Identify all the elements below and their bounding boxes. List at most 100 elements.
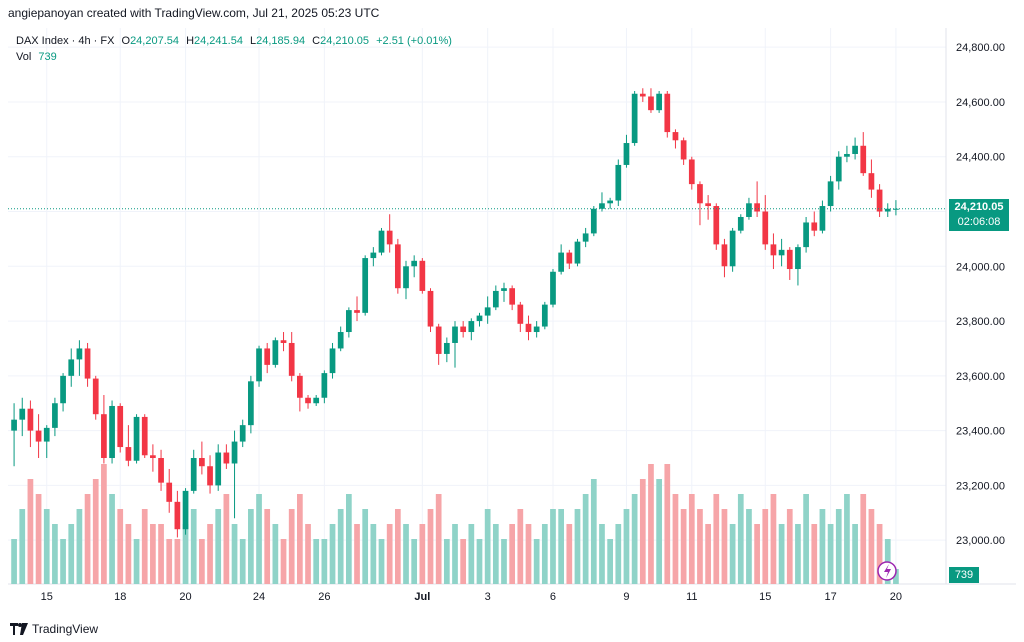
volume-bar xyxy=(150,524,156,584)
volume-bar xyxy=(411,539,418,584)
volume-bar xyxy=(607,539,613,584)
price-axis-label: 24,800.00 xyxy=(956,42,1005,54)
candle-body xyxy=(541,304,548,327)
time-axis-label: 17 xyxy=(824,591,836,603)
candle-body xyxy=(419,260,426,291)
candle xyxy=(778,238,785,267)
volume-bar xyxy=(688,494,695,584)
candle xyxy=(321,370,328,404)
close-label: C xyxy=(312,35,321,47)
candle xyxy=(19,397,26,437)
time-axis-label: 11 xyxy=(686,591,697,603)
candle xyxy=(680,137,687,165)
price-axis-label: 24,000.00 xyxy=(956,261,1005,273)
volume-bar xyxy=(297,494,303,584)
candle-body xyxy=(827,181,834,207)
candle xyxy=(27,400,34,448)
time-axis-label: 15 xyxy=(759,591,771,603)
volume-bar xyxy=(92,479,99,584)
volume-bar xyxy=(615,524,622,584)
volume-bar xyxy=(705,524,711,584)
volume-bar xyxy=(550,509,556,584)
candle xyxy=(615,159,622,207)
candle xyxy=(672,129,679,149)
volume-bar xyxy=(893,569,899,584)
candle-body xyxy=(623,143,630,165)
volume-bar xyxy=(868,509,875,584)
tradingview-logo[interactable]: TradingView xyxy=(10,622,98,636)
candle-body xyxy=(868,173,875,190)
bar-countdown: 02:06:08 xyxy=(957,215,1001,228)
candle xyxy=(819,200,826,234)
candle-body xyxy=(117,405,124,448)
volume-bar xyxy=(721,509,728,584)
volume-bar xyxy=(754,524,760,584)
candle xyxy=(517,301,524,333)
candle xyxy=(403,260,409,300)
candle xyxy=(860,132,867,176)
candle-body xyxy=(599,203,605,209)
candle-body xyxy=(394,244,401,289)
candle-body xyxy=(297,375,303,398)
price-axis-label: 23,600.00 xyxy=(956,371,1005,383)
volume-bar xyxy=(166,539,173,584)
time-axis-label: Jul xyxy=(414,591,430,603)
volume-bar xyxy=(378,539,385,584)
candle xyxy=(566,249,573,270)
candle xyxy=(713,203,720,250)
volume-bar xyxy=(27,479,34,584)
candle-body xyxy=(19,408,26,420)
candle-body xyxy=(199,458,205,467)
volume-bar xyxy=(321,539,328,584)
candle xyxy=(305,395,311,409)
candle xyxy=(729,227,736,272)
candle-body xyxy=(754,203,760,212)
volume-bar xyxy=(133,539,140,584)
candle xyxy=(60,373,66,412)
volume-bar xyxy=(199,539,205,584)
candle xyxy=(231,430,238,519)
candle xyxy=(835,151,842,190)
candle-body xyxy=(729,230,736,267)
volume-bar xyxy=(215,509,222,584)
open-value: 24,207.54 xyxy=(130,35,179,47)
candle xyxy=(460,321,467,338)
candle xyxy=(84,342,91,387)
volume-bar xyxy=(770,494,777,584)
candle xyxy=(868,159,875,198)
price-axis-label: 23,800.00 xyxy=(956,316,1005,328)
candle-body xyxy=(501,288,507,291)
candle xyxy=(207,455,213,494)
candle xyxy=(754,181,760,217)
candle-body xyxy=(35,430,42,442)
volume-bar xyxy=(648,464,654,584)
candle-body xyxy=(141,416,148,456)
candle-body xyxy=(786,249,793,270)
volume-bar xyxy=(174,539,181,584)
volume-label[interactable]: Vol xyxy=(16,51,32,63)
candle-body xyxy=(893,208,899,210)
candle-body xyxy=(697,184,703,204)
candle xyxy=(288,332,295,382)
volume-bar xyxy=(672,494,679,584)
symbol-label[interactable]: DAX Index · 4h · FX xyxy=(16,35,115,47)
candle-body xyxy=(231,441,238,464)
candle xyxy=(476,312,483,327)
tradingview-logo-icon xyxy=(10,623,28,635)
volume-bar xyxy=(582,494,589,584)
volume-bar xyxy=(533,539,540,584)
candle-body xyxy=(680,140,687,160)
volume-bar xyxy=(811,524,818,584)
volume-badge: 739 xyxy=(949,567,979,583)
volume-bar xyxy=(337,509,344,584)
low-label: L xyxy=(250,35,257,47)
volume-bar xyxy=(43,509,50,584)
volume-bar xyxy=(223,494,230,584)
candle xyxy=(737,214,744,234)
time-axis-label: 6 xyxy=(550,591,556,603)
volume-bar xyxy=(305,524,311,584)
candle-body xyxy=(639,93,646,97)
candle-body xyxy=(345,310,352,333)
volume-bar xyxy=(313,539,320,584)
